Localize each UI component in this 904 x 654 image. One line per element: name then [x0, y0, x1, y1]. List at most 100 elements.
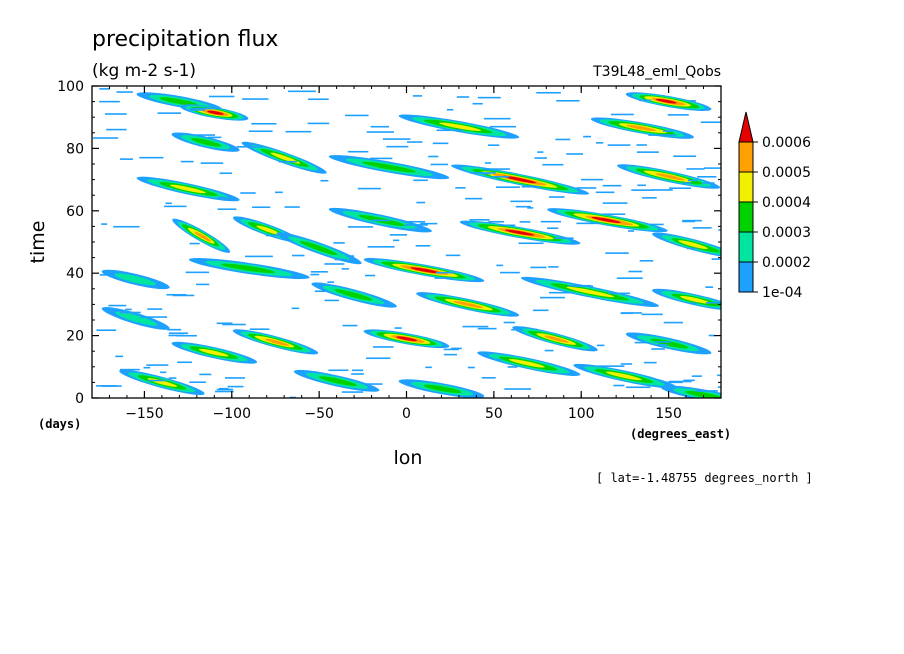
precip-band — [547, 208, 668, 233]
precip-speck — [194, 134, 215, 136]
precip-speck — [521, 185, 541, 188]
precip-band — [311, 282, 397, 308]
precip-band — [119, 369, 205, 396]
precip-contour — [423, 384, 462, 394]
precip-speck — [200, 162, 224, 164]
precip-band — [293, 369, 380, 392]
precip-contour — [207, 110, 224, 115]
precip-speck — [120, 311, 141, 314]
precip-speck — [537, 151, 544, 153]
precip-speck — [285, 130, 312, 133]
precip-speck — [425, 366, 432, 369]
precip-speck — [705, 286, 714, 288]
precip-speck — [620, 363, 633, 365]
precip-speck — [342, 324, 358, 327]
precip-speck — [649, 223, 664, 226]
precip-speck — [484, 168, 511, 170]
y-tick-label: 100 — [57, 79, 84, 95]
precip-speck — [341, 268, 349, 270]
precip-speck — [548, 266, 559, 268]
precip-band — [232, 329, 319, 355]
precip-speck — [364, 274, 376, 277]
precip-speck — [451, 347, 462, 350]
precip-contour — [502, 175, 537, 184]
precip-speck — [278, 160, 297, 163]
precip-speck — [487, 144, 500, 146]
precip-contour — [362, 161, 416, 173]
precip-speck — [706, 301, 721, 304]
precip-speck — [308, 98, 329, 101]
precip-speck — [488, 220, 504, 223]
precip-band — [590, 117, 694, 139]
precip-speck — [648, 134, 677, 136]
precip-band — [101, 307, 170, 330]
precip-speck — [249, 328, 270, 331]
precip-band — [398, 379, 485, 398]
precip-band — [276, 232, 362, 265]
precip-speck — [364, 383, 383, 385]
precip-speck — [116, 91, 133, 93]
precip-speck — [469, 219, 490, 221]
precip-speck — [595, 191, 615, 194]
precip-speck — [489, 125, 516, 128]
precip-speck — [217, 196, 227, 199]
precip-contour — [626, 124, 656, 131]
precip-speck — [284, 206, 300, 208]
precip-speck — [717, 386, 721, 388]
precip-band — [328, 155, 450, 180]
precip-speck — [700, 121, 721, 124]
precip-speck — [99, 88, 110, 90]
precip-band — [188, 258, 310, 280]
precip-speck — [345, 255, 355, 257]
precip-speck — [717, 374, 721, 377]
precip-speck — [242, 98, 269, 100]
precip-speck — [177, 361, 193, 364]
precip-speck — [119, 158, 133, 160]
precip-speck — [668, 380, 692, 383]
precip-speck — [347, 226, 374, 228]
x-axis: −150 −100 −50 0 50 100 150 — [108, 86, 705, 422]
precip-speck — [389, 234, 408, 236]
precip-speck — [357, 187, 381, 190]
colorbar-label: 0.0003 — [762, 225, 811, 241]
colorbar-swatch — [738, 231, 754, 263]
precip-band — [459, 220, 581, 245]
precip-speck — [190, 107, 219, 110]
precip-speck — [415, 244, 431, 247]
precip-speck — [101, 223, 108, 225]
precip-speck — [286, 276, 297, 278]
precip-speck — [718, 229, 721, 231]
precip-speck — [366, 131, 394, 133]
precip-speck — [625, 386, 651, 389]
precip-speck — [168, 334, 185, 337]
precip-contour — [256, 225, 280, 235]
precip-speck — [196, 283, 210, 286]
precip-speck — [536, 91, 561, 94]
precip-band — [652, 232, 721, 258]
precip-speck — [566, 153, 584, 155]
precip-speck — [480, 172, 491, 175]
precip-speck — [347, 150, 369, 153]
precip-speck — [435, 271, 455, 274]
precip-speck — [686, 247, 698, 250]
precip-speck — [510, 200, 533, 203]
precip-speck — [189, 242, 200, 245]
precip-speck — [504, 388, 531, 390]
precip-speck — [639, 259, 654, 262]
y-tick-label: 0 — [75, 391, 84, 407]
precip-speck — [556, 99, 580, 102]
precip-speck — [165, 202, 172, 205]
precip-speck — [106, 128, 127, 131]
precip-speck — [147, 308, 163, 310]
precip-speck — [218, 387, 229, 390]
x-axis-units: (degrees_east) — [630, 427, 731, 442]
precip-speck — [643, 361, 657, 364]
plot-background — [92, 86, 721, 398]
y-tick-label: 80 — [66, 141, 84, 157]
precip-speck — [288, 90, 316, 93]
precip-contour — [685, 390, 721, 398]
precip-speck — [275, 191, 283, 194]
footnote: [ lat=-1.48755 degrees_north ] — [596, 471, 813, 485]
precip-speck — [477, 96, 501, 99]
colorbar-extend-arrow — [738, 111, 754, 143]
